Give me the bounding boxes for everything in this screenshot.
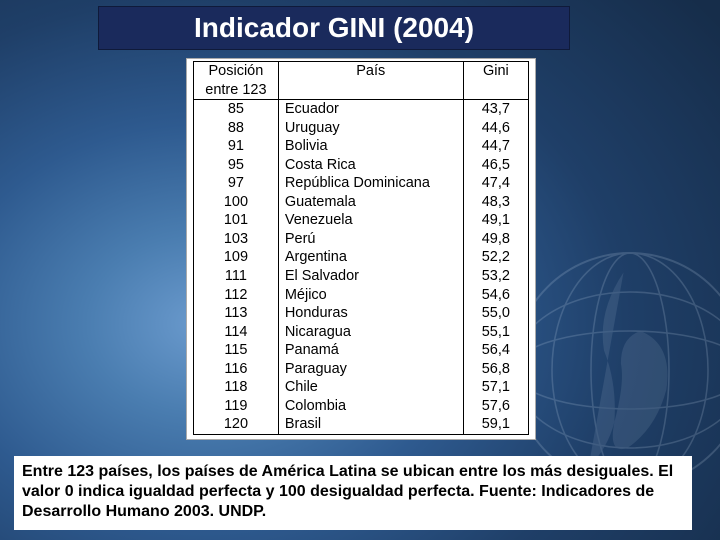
cell-posicion: 97 xyxy=(200,174,272,193)
cell-pais: Bolivia xyxy=(285,137,457,156)
cell-gini: 52,2 xyxy=(470,248,522,267)
cell-pais: Panamá xyxy=(285,341,457,360)
cell-posicion: 112 xyxy=(200,286,272,305)
cell-gini: 59,1 xyxy=(470,415,522,434)
slide-title: Indicador GINI (2004) xyxy=(194,12,474,44)
table-body-row: 8588919597100101103109111112113114115116… xyxy=(194,100,529,435)
cell-pais: República Dominicana xyxy=(285,174,457,193)
cell-posicion: 118 xyxy=(200,378,272,397)
cell-posicion: 91 xyxy=(200,137,272,156)
cell-pais: Uruguay xyxy=(285,119,457,138)
column-gini-body: 43,744,644,746,547,448,349,149,852,253,2… xyxy=(463,100,528,435)
cell-posicion: 114 xyxy=(200,323,272,342)
slide-title-bar: Indicador GINI (2004) xyxy=(98,6,570,50)
cell-pais: Ecuador xyxy=(285,100,457,119)
cell-pais: Nicaragua xyxy=(285,323,457,342)
table-header-row: Posición entre 123 País Gini xyxy=(194,62,529,100)
cell-pais: Venezuela xyxy=(285,211,457,230)
cell-posicion: 95 xyxy=(200,156,272,175)
cell-posicion: 119 xyxy=(200,397,272,416)
cell-pais: Argentina xyxy=(285,248,457,267)
cell-posicion: 115 xyxy=(200,341,272,360)
cell-posicion: 103 xyxy=(200,230,272,249)
cell-posicion: 113 xyxy=(200,304,272,323)
cell-gini: 57,6 xyxy=(470,397,522,416)
cell-pais: Chile xyxy=(285,378,457,397)
cell-pais: Guatemala xyxy=(285,193,457,212)
cell-pais: Colombia xyxy=(285,397,457,416)
cell-gini: 57,1 xyxy=(470,378,522,397)
cell-pais: El Salvador xyxy=(285,267,457,286)
cell-posicion: 100 xyxy=(200,193,272,212)
cell-gini: 48,3 xyxy=(470,193,522,212)
gini-table-container: Posición entre 123 País Gini 85889195971… xyxy=(186,58,536,440)
cell-posicion: 101 xyxy=(200,211,272,230)
cell-posicion: 85 xyxy=(200,100,272,119)
cell-posicion: 120 xyxy=(200,415,272,434)
cell-pais: Perú xyxy=(285,230,457,249)
cell-gini: 47,4 xyxy=(470,174,522,193)
header-posicion: Posición entre 123 xyxy=(194,62,279,100)
cell-pais: Méjico xyxy=(285,286,457,305)
cell-gini: 53,2 xyxy=(470,267,522,286)
cell-posicion: 111 xyxy=(200,267,272,286)
column-posicion-body: 8588919597100101103109111112113114115116… xyxy=(194,100,279,435)
cell-gini: 55,1 xyxy=(470,323,522,342)
cell-gini: 49,8 xyxy=(470,230,522,249)
caption-text: Entre 123 países, los países de América … xyxy=(22,462,684,522)
column-pais-body: EcuadorUruguayBoliviaCosta RicaRepública… xyxy=(278,100,463,435)
cell-pais: Brasil xyxy=(285,415,457,434)
header-gini: Gini xyxy=(463,62,528,100)
cell-gini: 46,5 xyxy=(470,156,522,175)
cell-posicion: 109 xyxy=(200,248,272,267)
gini-table: Posición entre 123 País Gini 85889195971… xyxy=(193,61,529,435)
cell-gini: 56,4 xyxy=(470,341,522,360)
cell-gini: 44,7 xyxy=(470,137,522,156)
cell-gini: 44,6 xyxy=(470,119,522,138)
cell-posicion: 116 xyxy=(200,360,272,379)
caption-box: Entre 123 países, los países de América … xyxy=(14,456,692,530)
cell-pais: Costa Rica xyxy=(285,156,457,175)
cell-posicion: 88 xyxy=(200,119,272,138)
cell-gini: 43,7 xyxy=(470,100,522,119)
cell-pais: Honduras xyxy=(285,304,457,323)
cell-gini: 56,8 xyxy=(470,360,522,379)
cell-pais: Paraguay xyxy=(285,360,457,379)
header-pais: País xyxy=(278,62,463,100)
cell-gini: 55,0 xyxy=(470,304,522,323)
cell-gini: 49,1 xyxy=(470,211,522,230)
cell-gini: 54,6 xyxy=(470,286,522,305)
